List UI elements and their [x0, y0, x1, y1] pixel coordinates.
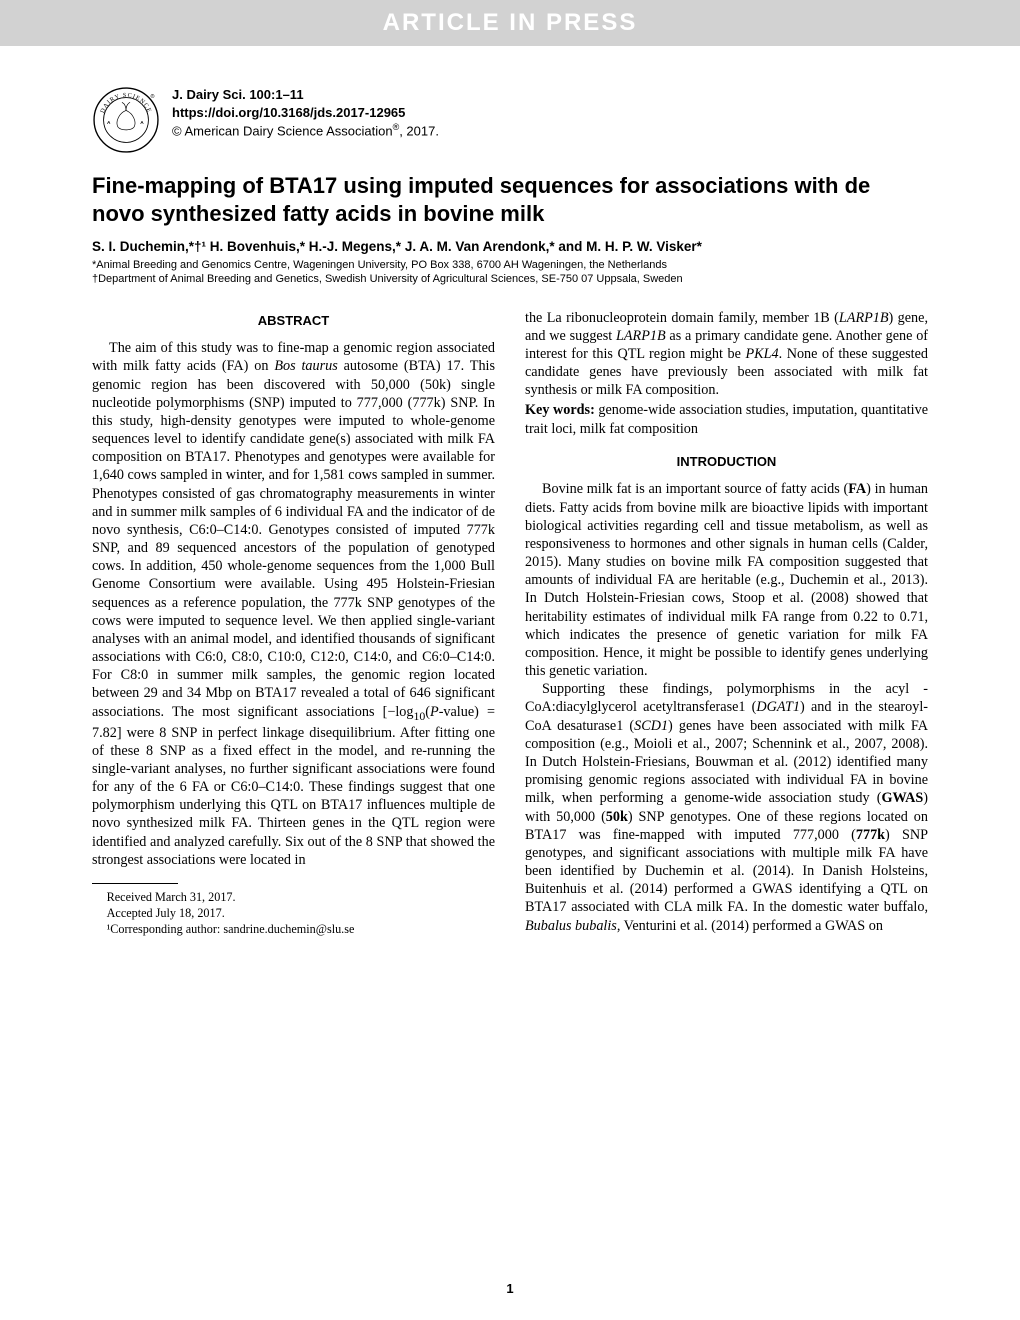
- doi-link[interactable]: https://doi.org/10.3168/jds.2017-12965: [172, 104, 439, 122]
- author-list: S. I. Duchemin,*†¹ H. Bovenhuis,* H.-J. …: [92, 239, 928, 254]
- accepted-date: Accepted July 18, 2017.: [92, 906, 495, 922]
- page-body: DAIRY SCIENCE A A ® J. Dairy Sci. 100:1–…: [0, 46, 1020, 938]
- intro-paragraph: Supporting these findings, polymorphisms…: [525, 680, 928, 934]
- abstract-heading: ABSTRACT: [92, 313, 495, 330]
- svg-text:A: A: [140, 120, 144, 126]
- journal-citation: J. Dairy Sci. 100:1–11: [172, 86, 439, 104]
- affiliation-line: †Department of Animal Breeding and Genet…: [92, 272, 928, 286]
- footnotes: Received March 31, 2017. Accepted July 1…: [92, 890, 495, 938]
- article-title: Fine-mapping of BTA17 using imputed sequ…: [92, 172, 928, 227]
- svg-text:DAIRY SCIENCE: DAIRY SCIENCE: [100, 93, 152, 114]
- left-column: ABSTRACT The aim of this study was to fi…: [92, 309, 495, 938]
- two-column-body: ABSTRACT The aim of this study was to fi…: [92, 309, 928, 938]
- affiliations: *Animal Breeding and Genomics Centre, Wa…: [92, 258, 928, 287]
- copyright-prefix: © American Dairy Science Association: [172, 123, 393, 138]
- abstract-continuation: the La ribonucleoprotein domain family, …: [525, 309, 928, 400]
- publication-info: J. Dairy Sci. 100:1–11 https://doi.org/1…: [172, 86, 439, 140]
- right-column: the La ribonucleoprotein domain family, …: [525, 309, 928, 938]
- footnote-rule: [92, 883, 178, 884]
- copyright-line: © American Dairy Science Association®, 2…: [172, 121, 439, 140]
- received-date: Received March 31, 2017.: [92, 890, 495, 906]
- banner-text: ARTICLE IN PRESS: [383, 9, 638, 37]
- affiliation-line: *Animal Breeding and Genomics Centre, Wa…: [92, 258, 928, 272]
- keywords: Key words: genome-wide association studi…: [525, 401, 928, 437]
- journal-logo-icon: DAIRY SCIENCE A A ®: [92, 86, 160, 154]
- in-press-banner: ARTICLE IN PRESS: [0, 0, 1020, 46]
- svg-text:A: A: [107, 120, 111, 126]
- abstract-paragraph: The aim of this study was to fine-map a …: [92, 339, 495, 869]
- page-number: 1: [0, 1281, 1020, 1296]
- intro-paragraph: Bovine milk fat is an important source o…: [525, 480, 928, 680]
- copyright-suffix: , 2017.: [399, 123, 439, 138]
- masthead: DAIRY SCIENCE A A ® J. Dairy Sci. 100:1–…: [92, 86, 928, 154]
- corresponding-author: ¹Corresponding author: sandrine.duchemin…: [92, 922, 495, 938]
- svg-text:®: ®: [150, 93, 154, 100]
- introduction-heading: INTRODUCTION: [525, 454, 928, 471]
